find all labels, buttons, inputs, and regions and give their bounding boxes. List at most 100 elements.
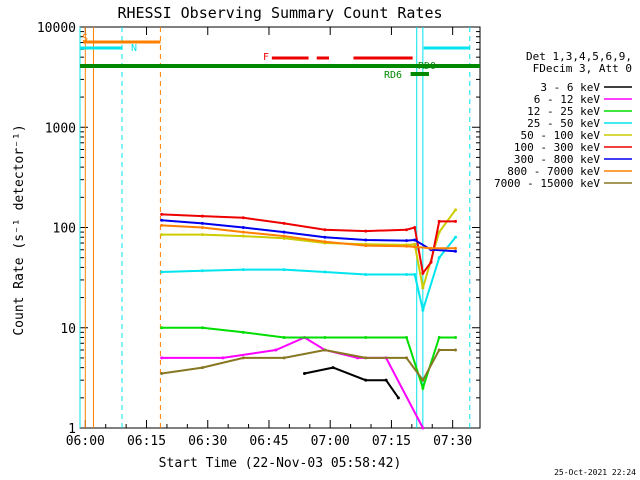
series-point [200,214,204,218]
series-line-7 [161,224,456,250]
series-point [160,270,164,274]
series-point [160,218,164,222]
series-point [454,335,458,339]
saa-label-s: S [82,33,88,44]
series-point [454,348,458,352]
series-point [396,396,400,400]
series-point [405,239,409,243]
series-point [241,268,245,272]
series-point [282,335,286,339]
y-tick-label: 10000 [37,21,76,36]
x-tick-label: 07:15 [372,434,411,449]
series-point [241,216,245,220]
series-point [384,378,388,382]
x-tick-label: 06:45 [249,434,288,449]
y-tick-label: 1000 [45,121,76,136]
series-point [421,378,425,382]
x-tick-label: 06:00 [66,434,105,449]
series-point [323,228,327,232]
flare-label: F [263,52,269,63]
x-tick-label: 06:30 [188,434,227,449]
legend-header: Det 1,3,4,5,6,9, [526,50,632,63]
series-line-4 [161,209,457,289]
y-tick-label: 10 [60,322,76,337]
legend-label: 100 - 300 keV [514,141,600,154]
series-point [405,244,409,248]
series-point [302,371,306,375]
annotations: S N F RD0 RD6 [79,27,480,428]
legend-label: 300 - 800 keV [514,153,600,166]
y-axis: 1 10 100 1000 10000 [37,21,480,437]
series-point [421,426,425,430]
series-point [421,386,425,390]
series-point [274,348,278,352]
series-point [437,335,441,339]
series-line-3 [161,236,457,314]
series-point [413,272,417,276]
series-point [323,270,327,274]
series-point [405,228,409,232]
series-point [364,229,368,233]
y-tick-label: 1 [68,422,76,437]
series-point [421,271,425,275]
series-point [323,335,327,339]
series-point [364,244,368,248]
y-tick-label: 100 [53,222,76,237]
legend: Det 1,3,4,5,6,9,FDecim 3, Att 0 3 - 6 keV… [494,50,632,190]
x-tick-label: 07:00 [311,434,350,449]
series-point [282,356,286,360]
series-point [241,230,245,234]
legend-label: 50 - 100 keV [521,129,601,142]
series-point [200,226,204,229]
series-point [429,260,433,264]
series-line-1 [161,336,424,429]
series-point [429,246,433,250]
series-point [160,223,164,227]
series-point [405,335,409,339]
legend-label: 3 - 6 keV [540,81,600,94]
series-point [160,233,164,237]
series-point [200,221,204,225]
timestamp: 25-Oct-2021 22:24 [554,468,636,477]
y-axis-label: Count Rate (s⁻¹ detector⁻¹) [12,124,27,335]
series-point [413,226,417,229]
series-line-8 [161,348,456,383]
chart-title: RHESSI Observing Summary Count Rates [117,4,442,22]
series-point [160,371,164,375]
series-point [331,366,335,370]
series-point [200,269,204,273]
series-point [454,219,458,223]
series-point [282,236,286,240]
series-point [437,219,441,223]
series-point [221,356,225,360]
x-axis: 06:00 06:15 06:30 06:45 07:00 07:15 07:30 [66,27,472,449]
series-point [241,226,245,229]
series-point [323,240,327,244]
series-point [241,356,245,360]
saa-label-n: N [131,43,137,54]
series-point [323,235,327,239]
series-point [364,335,368,339]
legend-label: 12 - 25 keV [527,105,600,118]
series-point [364,356,368,360]
plot-border [79,26,481,429]
series-point [282,230,286,234]
series-point [413,245,417,249]
series-point [413,238,417,242]
series-point [454,246,458,250]
series-point [364,272,368,276]
series-point [454,208,458,212]
series-point [413,242,417,246]
series-point [323,348,327,352]
series-point [405,356,409,360]
series-line-2 [161,326,456,392]
series-line-0 [304,366,400,399]
series-point [160,326,164,330]
series-point [200,233,204,237]
series-point [160,212,164,216]
series-line-6 [161,219,456,253]
legend-label: 6 - 12 keV [534,93,601,106]
series-line-5 [161,213,456,276]
plot-frame [79,26,481,429]
